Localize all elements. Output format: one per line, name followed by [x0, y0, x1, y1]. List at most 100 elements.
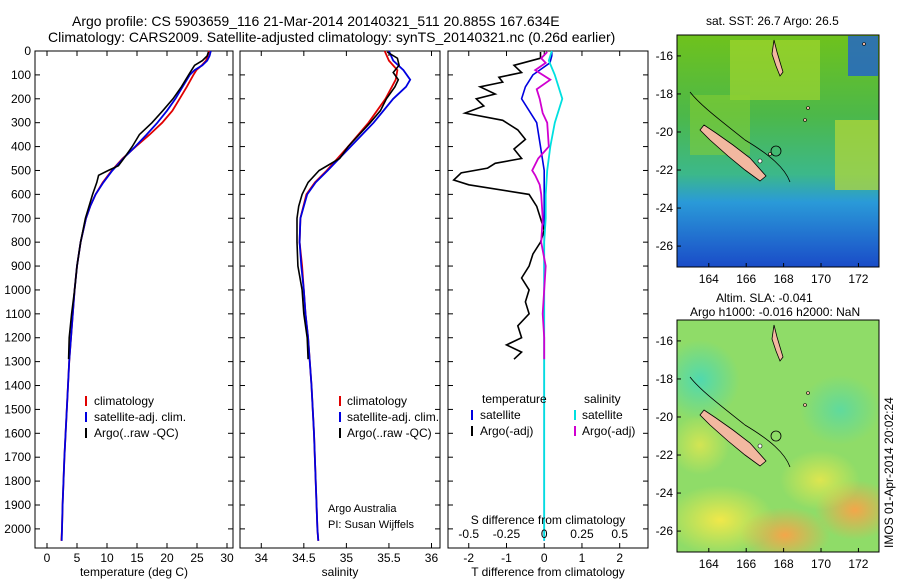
x-tick-label: 25 — [190, 551, 204, 565]
x-tick-label: 10 — [100, 551, 114, 565]
map-y-tick-label: -22 — [656, 448, 674, 462]
map-x-tick-label: 166 — [736, 557, 756, 571]
sla-low-patch — [800, 375, 879, 445]
bathymetry-contour — [689, 91, 791, 183]
x-tick-label: -1 — [501, 551, 512, 565]
map-x-tick-label: 164 — [699, 557, 719, 571]
sla-map: 164 166 168 170 172 -16 -18 -20 -22 -24 -26 — [656, 319, 880, 571]
map-x-tick-label: 168 — [774, 272, 794, 286]
legend-label: climatology — [94, 394, 154, 408]
y-tick-label: 1300 — [4, 355, 31, 369]
map-y-tick-label: -24 — [656, 201, 674, 215]
y-tick-label: 1100 — [5, 307, 31, 321]
sla-low-patch — [677, 340, 740, 420]
map-x-tick-label: 164 — [699, 272, 719, 286]
y-tick-label: 1400 — [4, 379, 31, 393]
imos-timestamp: IMOS 01-Apr-2014 20:02:24 — [882, 397, 896, 548]
map-y-tick-label: -26 — [656, 524, 674, 538]
bathymetry-contour — [770, 430, 782, 442]
bathymetry-contour — [689, 376, 791, 468]
map-x-tick-label: 172 — [848, 557, 868, 571]
legend-label: temperature — [482, 392, 547, 406]
x-tick-label: 35 — [340, 551, 354, 565]
map-x-tick-label: 168 — [774, 557, 794, 571]
map-y-tick-label: -18 — [656, 87, 674, 101]
y-tick-label: 500 — [11, 163, 31, 177]
temperature-panel: 0 5 10 15 20 25 30 temperature (deg C) 0 100 200 30… — [4, 44, 234, 579]
x-tick-label: 20 — [160, 551, 174, 565]
map-x-tick-label: 170 — [811, 557, 831, 571]
x-tick-label: 36 — [425, 551, 439, 565]
island — [862, 42, 866, 46]
series-line — [296, 51, 400, 360]
island — [803, 403, 807, 407]
top-tick-label: -0.5 — [458, 527, 479, 541]
map-y-tick-label: -18 — [656, 372, 674, 386]
island — [803, 118, 807, 122]
series-line — [452, 52, 546, 360]
series-line — [67, 51, 210, 360]
island — [806, 106, 810, 110]
y-tick-label: 200 — [11, 92, 31, 106]
x-tick-label: 34.5 — [292, 551, 316, 565]
x-tick-label: 1 — [579, 551, 586, 565]
x-axis-label: salinity — [322, 565, 359, 579]
x-tick-label: 0 — [541, 551, 548, 565]
y-tick-label: 0 — [24, 44, 31, 58]
legend-label: Argo(..raw -QC) — [94, 426, 179, 440]
x-tick-label: -2 — [463, 551, 474, 565]
plot-frame — [239, 50, 441, 549]
y-tick-label: 600 — [11, 187, 31, 201]
new-caledonia-land — [699, 124, 767, 182]
map-x-tick-label: 166 — [736, 272, 756, 286]
sla-axes: 164 166 168 170 172 -16 -18 -20 -22 -24 -26 — [656, 334, 869, 571]
annotation: Argo Australia — [328, 503, 397, 515]
map-y-tick-label: -26 — [656, 239, 674, 253]
sst-map: 164 166 168 170 172 -16 -18 -20 -22 -24 -26 — [656, 34, 880, 286]
sla-map-title: Altim. SLA: -0.041 — [716, 291, 813, 305]
y-tick-label: 300 — [11, 116, 31, 130]
y-tick-label: 1600 — [4, 426, 31, 440]
island — [806, 391, 810, 395]
sst-cloud-patch — [848, 36, 878, 76]
map-x-tick-label: 170 — [811, 272, 831, 286]
x-tick-label: 30 — [220, 551, 234, 565]
figure-title-line2: Climatology: CARS2009. Satellite-adjuste… — [48, 29, 616, 45]
y-tick-label: 1700 — [4, 450, 31, 464]
island — [768, 152, 772, 156]
map-y-tick-label: -16 — [656, 49, 674, 63]
legend-label: climatology — [347, 394, 407, 408]
series-line — [298, 50, 412, 541]
argo-location-marker — [757, 158, 763, 164]
x-tick-label: 0 — [44, 551, 51, 565]
y-tick-label: 900 — [11, 259, 31, 273]
y-tick-label: 800 — [11, 235, 31, 249]
series-line — [60, 50, 210, 541]
map-x-tick-label: 172 — [848, 272, 868, 286]
sla-high-patch — [780, 450, 860, 510]
map-y-tick-label: -24 — [656, 486, 674, 500]
plot-frame — [34, 50, 234, 549]
salinity-panel: 34 34.5 35 35.5 36 salinity climatology satelli… — [239, 50, 441, 579]
legend-label: Argo(..raw -QC) — [347, 426, 432, 440]
legend-label: Argo(-adj) — [480, 424, 533, 438]
x-tick-label: 15 — [130, 551, 144, 565]
y-tick-label: 1900 — [4, 498, 31, 512]
sst-map-frame — [676, 34, 880, 268]
difference-panel: -2 -1 0 1 2T difference from climatology -0.5… — [447, 50, 649, 579]
top-tick-label: 0 — [541, 527, 548, 541]
sst-warm-patch — [835, 120, 879, 190]
plot-frame — [447, 50, 649, 549]
x-tick-label: 5 — [74, 551, 81, 565]
y-tick-label: 1200 — [4, 331, 31, 345]
series-line — [60, 50, 212, 541]
legend-label: Argo(-adj) — [582, 424, 635, 438]
legend-label: satellite-adj. clim. — [94, 410, 186, 424]
sla-map-frame — [676, 319, 880, 553]
vanuatu-land — [771, 324, 784, 362]
y-tick-label: 1800 — [4, 474, 31, 488]
top-tick-label: 0.5 — [611, 527, 628, 541]
series-line — [531, 51, 552, 360]
x-tick-label: 34 — [255, 551, 269, 565]
map-y-tick-label: -20 — [656, 125, 674, 139]
